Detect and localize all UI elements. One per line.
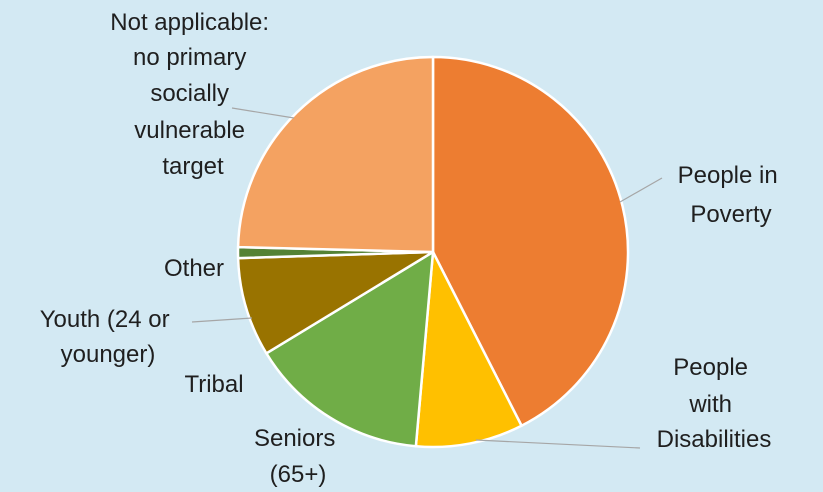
label-people-with-disabilities: People with Disabilities	[657, 354, 772, 453]
leader-lines	[191, 107, 663, 449]
label-not-applicable: Not applicable: no primary socially vuln…	[110, 9, 275, 180]
leader-youth	[191, 317, 253, 323]
pie-slice-not-applicable	[236, 55, 435, 254]
leader-not-applicable	[231, 107, 295, 119]
pie-slices	[236, 55, 630, 449]
label-people-in-poverty: People in Poverty	[678, 162, 785, 228]
pie-slice-poverty	[431, 55, 630, 427]
label-tribal: Tribal	[184, 371, 243, 398]
pie-slice-disabilities	[414, 250, 523, 449]
leader-people-in-poverty	[619, 177, 663, 203]
leader-people-with-disabilities	[475, 439, 641, 449]
pie-slice-youth	[236, 250, 435, 355]
pie-slice-seniors	[265, 250, 435, 448]
label-youth: Youth (24 or younger)	[40, 306, 177, 368]
label-seniors: Seniors (65+)	[254, 425, 342, 488]
label-other: Other	[164, 255, 224, 282]
